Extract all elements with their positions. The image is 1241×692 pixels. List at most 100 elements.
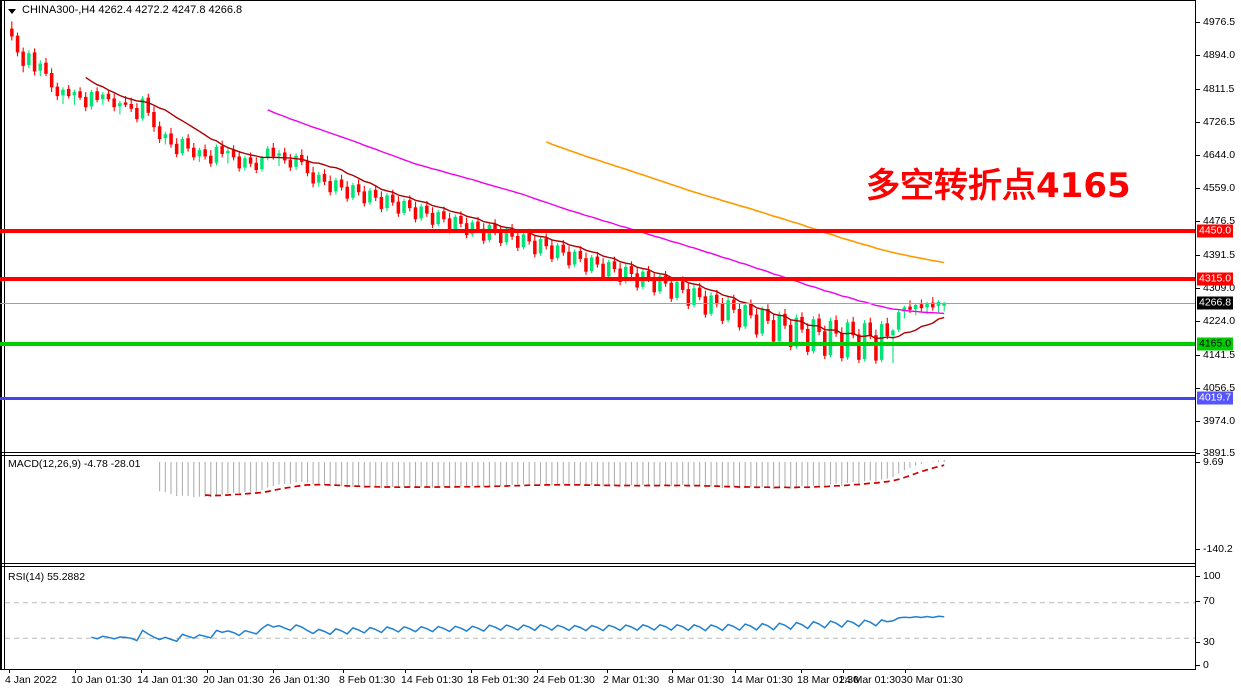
price-panel[interactable] <box>5 1 1195 451</box>
candle <box>186 134 190 152</box>
time-tick-mark <box>9 670 10 673</box>
candle <box>914 303 918 316</box>
price-badge-resistance-1[interactable]: 4450.0 <box>1197 224 1234 238</box>
candle <box>737 303 742 331</box>
candle <box>243 155 247 171</box>
axis-tick-label: 100 <box>1203 570 1221 582</box>
price-badge-support-green[interactable]: 4165.0 <box>1197 337 1234 351</box>
candle <box>32 48 37 76</box>
macd-panel[interactable] <box>5 456 1195 562</box>
candle <box>49 68 54 93</box>
candle <box>720 297 725 325</box>
candle <box>396 196 401 217</box>
time-tick-mark <box>801 670 802 673</box>
time-tick-mark <box>207 670 208 673</box>
candle <box>902 305 907 319</box>
price-level-line-4315[interactable] <box>0 277 1195 281</box>
candle <box>766 304 770 325</box>
candle <box>78 87 82 101</box>
frame-top-border <box>0 0 1195 1</box>
time-axis[interactable]: 4 Jan 2022 10 Jan 01:30 14 Jan 01:30 20 Jan… <box>0 670 1241 692</box>
candle <box>743 301 747 329</box>
frame-left-border <box>0 0 2 670</box>
candle <box>726 297 730 323</box>
price-level-line-4019[interactable] <box>0 397 1195 400</box>
candle <box>402 198 406 216</box>
time-axis-label: 30 Mar 01:30 <box>901 674 963 686</box>
candle <box>174 138 179 158</box>
panel-separator-rsi <box>0 563 1195 564</box>
candle <box>607 259 611 279</box>
candle <box>169 127 173 148</box>
time-axis-label: 14 Feb 01:30 <box>401 674 463 686</box>
candle <box>368 188 372 205</box>
axis-tick-label: 4644.0 <box>1203 149 1236 161</box>
candle <box>140 96 145 121</box>
time-tick-mark <box>607 670 608 673</box>
rsi-panel[interactable] <box>5 567 1195 670</box>
time-axis-label: 2 Mar 01:30 <box>603 674 660 686</box>
axis-tick-mark <box>1196 355 1200 356</box>
candle <box>10 21 14 41</box>
candle <box>203 144 207 160</box>
axis-tick-label: 4141.5 <box>1203 349 1236 361</box>
axis-tick-mark <box>1196 55 1200 56</box>
time-tick-mark <box>905 670 906 673</box>
price-level-line-current[interactable] <box>0 303 1195 304</box>
axis-tick-label: -140.2 <box>1203 543 1233 555</box>
candle <box>874 329 878 364</box>
candle <box>209 150 213 167</box>
panel-separator-macd <box>0 452 1195 453</box>
price-badge-resistance-2[interactable]: 4315.0 <box>1197 272 1234 286</box>
candle <box>828 317 833 358</box>
price-badge-support-blue[interactable]: 4019.7 <box>1197 391 1234 405</box>
candle <box>146 93 150 116</box>
axis-tick-mark <box>1196 642 1200 643</box>
candle <box>669 277 673 302</box>
candle <box>584 252 588 275</box>
axis-tick-mark <box>1196 665 1200 666</box>
candle <box>260 155 264 172</box>
candle <box>413 201 418 223</box>
time-tick-mark <box>672 670 673 673</box>
candle <box>373 185 378 201</box>
axis-tick-label: 0 <box>1203 659 1209 671</box>
price-badge-current-price[interactable]: 4266.8 <box>1197 296 1234 310</box>
candle <box>652 272 656 296</box>
candle <box>254 157 258 174</box>
candle <box>464 217 469 239</box>
axis-tick-mark <box>1196 122 1200 123</box>
time-axis-label: 8 Feb 01:30 <box>339 674 396 686</box>
axis-tick-label: 30 <box>1203 636 1215 648</box>
candle <box>567 246 571 269</box>
price-axis[interactable]: 4976.5 4894.0 4811.5 4726.5 4644.0 4559.0 4476… <box>1196 0 1241 671</box>
price-level-line-4450[interactable] <box>0 229 1195 233</box>
axis-tick-label: 4811.5 <box>1203 83 1235 95</box>
candle <box>15 32 20 57</box>
candle <box>686 283 691 309</box>
price-level-line-4165[interactable] <box>0 342 1195 346</box>
time-axis-label: 10 Jan 01:30 <box>71 674 132 686</box>
axis-tick-label: 9.69 <box>1203 456 1224 468</box>
axis-tick-mark <box>1196 155 1200 156</box>
candle <box>834 315 838 337</box>
time-tick-mark <box>75 670 76 673</box>
axis-tick-mark <box>1196 188 1200 189</box>
rsi-indicator-label: RSI(14) 55.2882 <box>8 571 86 583</box>
chevron-down-icon[interactable] <box>8 9 16 14</box>
candle <box>754 309 759 338</box>
candle <box>84 92 88 112</box>
candle <box>578 246 583 263</box>
candle <box>106 89 111 102</box>
candle <box>589 255 594 274</box>
candle <box>811 316 816 354</box>
candle <box>481 223 486 244</box>
candle <box>351 182 355 201</box>
candle <box>66 85 71 99</box>
macd-indicator-label: MACD(12,26,9) -4.78 -28.01 <box>8 458 141 470</box>
price-axis-line <box>1195 0 1196 670</box>
time-tick-mark <box>843 670 844 673</box>
candle <box>322 169 327 186</box>
panel-bottom-border <box>0 669 1195 670</box>
